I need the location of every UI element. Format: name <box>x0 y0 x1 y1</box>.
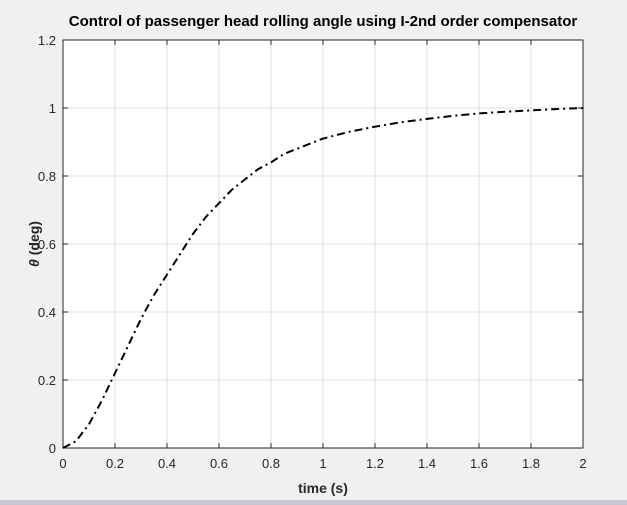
series <box>62 107 584 449</box>
x-tick-label: 1.8 <box>522 456 540 471</box>
ticks: 0 0.2 0.4 0.6 0.8 1 1.2 1.4 1.6 1.8 2 0 0.2 0.4 0.6 0.8… <box>38 33 587 471</box>
y-axis-symbol: θ <box>26 259 42 267</box>
y-tick-label: 0.2 <box>38 373 56 388</box>
x-tick-label: 2 <box>579 456 586 471</box>
y-tick-label: 0 <box>49 441 56 456</box>
y-tick-label: 0.8 <box>38 169 56 184</box>
x-tick-label: 1.4 <box>418 456 436 471</box>
x-axis-label: time (s) <box>298 480 348 496</box>
window-bottom-strip <box>0 500 627 505</box>
y-tick-label: 0.4 <box>38 305 56 320</box>
y-axis-label: θ (deg) <box>26 221 42 267</box>
y-tick-label: 1.2 <box>38 33 56 48</box>
x-tick-label: 1.2 <box>366 456 384 471</box>
x-tick-label: 0.4 <box>158 456 176 471</box>
x-tick-label: 0.8 <box>262 456 280 471</box>
x-tick-label: 1 <box>319 456 326 471</box>
x-tick-label: 0 <box>59 456 66 471</box>
x-tick-label: 0.2 <box>106 456 124 471</box>
grid <box>63 40 583 448</box>
x-tick-label: 0.6 <box>210 456 228 471</box>
y-tick-label: 0.6 <box>38 237 56 252</box>
y-axis-units: (deg) <box>26 221 42 259</box>
chart-title: Control of passenger head rolling angle … <box>69 13 578 30</box>
response-curve <box>62 107 584 449</box>
y-tick-label: 1 <box>49 101 56 116</box>
x-tick-label: 1.6 <box>470 456 488 471</box>
